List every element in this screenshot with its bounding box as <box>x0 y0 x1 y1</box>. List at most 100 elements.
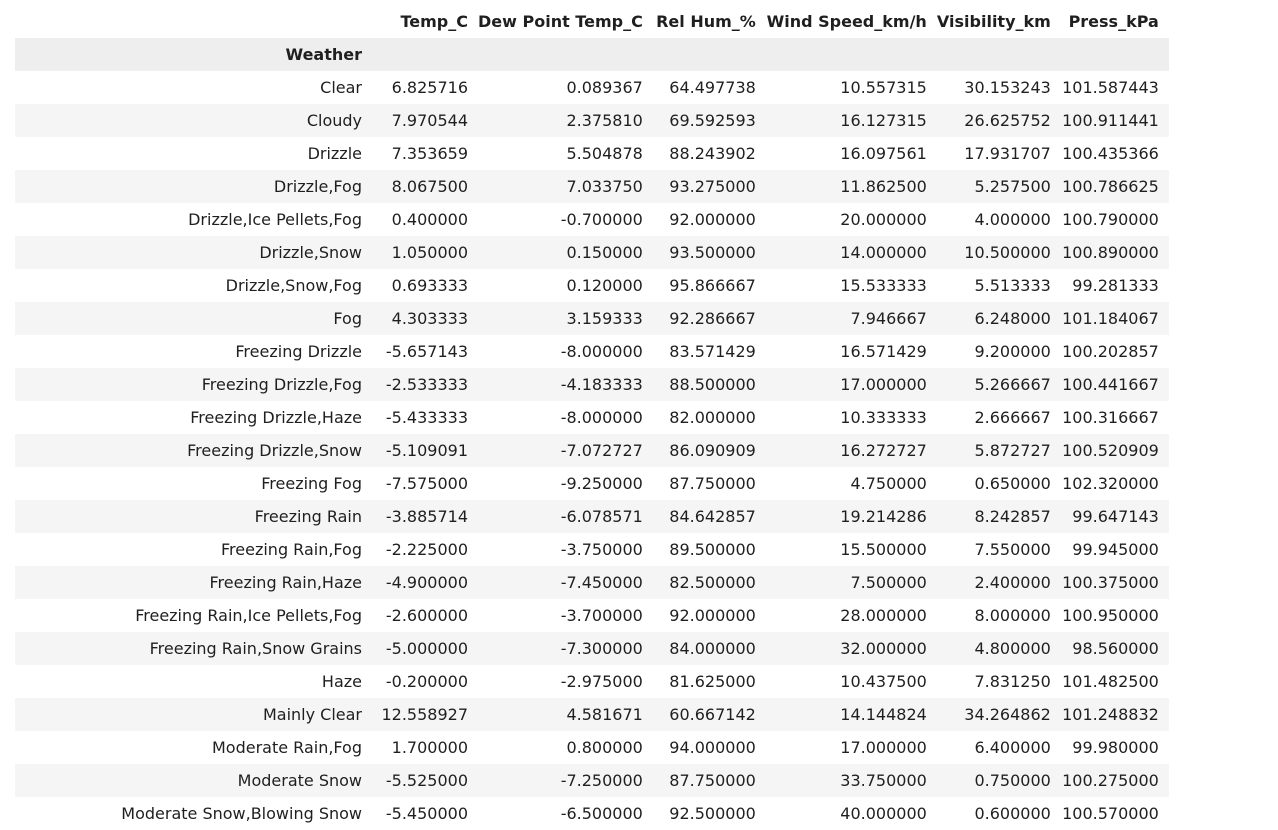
table-cell: 20.000000 <box>765 203 937 236</box>
table-cell: 15.533333 <box>765 269 937 302</box>
table-cell: 100.570000 <box>1060 797 1169 830</box>
table-cell: 84.642857 <box>652 500 766 533</box>
table-cell: -6.078571 <box>478 500 653 533</box>
table-cell: 81.625000 <box>652 665 766 698</box>
table-cell: 5.872727 <box>936 434 1061 467</box>
index-name-filler <box>936 38 1061 71</box>
table-cell: 60.667142 <box>652 698 766 731</box>
table-cell: 88.500000 <box>652 368 766 401</box>
column-header: Rel Hum_% <box>652 5 766 38</box>
table-cell: -2.533333 <box>372 368 478 401</box>
table-cell: 12.558927 <box>372 698 478 731</box>
table-cell: -5.433333 <box>372 401 478 434</box>
table-cell: 6.825716 <box>372 71 478 104</box>
row-index-label: Drizzle,Fog <box>15 170 372 203</box>
table-cell: 4.000000 <box>936 203 1061 236</box>
table-cell: 84.000000 <box>652 632 766 665</box>
table-cell: 4.581671 <box>478 698 653 731</box>
table-row: Freezing Rain,Fog -2.225000 -3.750000 89.50… <box>15 533 1169 566</box>
row-index-label: Mainly Clear <box>15 698 372 731</box>
table-cell: -3.885714 <box>372 500 478 533</box>
table-cell: 0.650000 <box>936 467 1061 500</box>
row-index-label: Freezing Rain,Ice Pellets,Fog <box>15 599 372 632</box>
table-cell: 40.000000 <box>765 797 937 830</box>
column-header: Wind Speed_km/h <box>765 5 937 38</box>
table-cell: 64.497738 <box>652 71 766 104</box>
table-cell: -3.700000 <box>478 599 653 632</box>
table-cell: 99.980000 <box>1060 731 1169 764</box>
row-index-label: Clear <box>15 71 372 104</box>
table-cell: -0.200000 <box>372 665 478 698</box>
table-row: Drizzle,Snow,Fog 0.693333 0.120000 95.86666… <box>15 269 1169 302</box>
table-cell: 14.144824 <box>765 698 937 731</box>
table-row: Freezing Rain,Snow Grains -5.000000 -7.300… <box>15 632 1169 665</box>
table-cell: -2.975000 <box>478 665 653 698</box>
table-cell: 82.000000 <box>652 401 766 434</box>
table-cell: -9.250000 <box>478 467 653 500</box>
table-cell: -5.109091 <box>372 434 478 467</box>
table-cell: 5.504878 <box>478 137 653 170</box>
table-cell: 101.184067 <box>1060 302 1169 335</box>
table-cell: 0.120000 <box>478 269 653 302</box>
table-cell: 100.202857 <box>1060 335 1169 368</box>
table-cell: -7.250000 <box>478 764 653 797</box>
table-cell: 7.033750 <box>478 170 653 203</box>
table-cell: 7.500000 <box>765 566 937 599</box>
table-cell: -7.575000 <box>372 467 478 500</box>
table-cell: -5.525000 <box>372 764 478 797</box>
table-cell: 10.437500 <box>765 665 937 698</box>
row-index-label: Freezing Rain,Haze <box>15 566 372 599</box>
table-cell: 100.316667 <box>1060 401 1169 434</box>
table-cell: 100.950000 <box>1060 599 1169 632</box>
table-cell: 102.320000 <box>1060 467 1169 500</box>
row-index-label: Drizzle <box>15 137 372 170</box>
table-cell: 16.127315 <box>765 104 937 137</box>
table-cell: -5.657143 <box>372 335 478 368</box>
table-row: Freezing Rain,Haze -4.900000 -7.450000 82.5… <box>15 566 1169 599</box>
table-cell: 93.275000 <box>652 170 766 203</box>
table-cell: 100.375000 <box>1060 566 1169 599</box>
table-row: Moderate Rain,Fog 1.700000 0.800000 94.0000… <box>15 731 1169 764</box>
table-cell: 2.666667 <box>936 401 1061 434</box>
row-index-label: Moderate Snow <box>15 764 372 797</box>
table-row: Clear 6.825716 0.089367 64.497738 10.557315 3… <box>15 71 1169 104</box>
row-index-label: Drizzle,Ice Pellets,Fog <box>15 203 372 236</box>
table-row: Cloudy 7.970544 2.375810 69.592593 16.127315… <box>15 104 1169 137</box>
table-cell: 100.890000 <box>1060 236 1169 269</box>
table-cell: 99.281333 <box>1060 269 1169 302</box>
table-cell: 9.200000 <box>936 335 1061 368</box>
table-cell: 0.400000 <box>372 203 478 236</box>
row-index-label: Freezing Fog <box>15 467 372 500</box>
table-cell: 8.000000 <box>936 599 1061 632</box>
table-cell: 2.400000 <box>936 566 1061 599</box>
table-cell: -4.900000 <box>372 566 478 599</box>
table-cell: 16.097561 <box>765 137 937 170</box>
table-cell: 88.243902 <box>652 137 766 170</box>
table-cell: 5.257500 <box>936 170 1061 203</box>
row-index-label: Cloudy <box>15 104 372 137</box>
row-index-label: Fog <box>15 302 372 335</box>
table-cell: -7.300000 <box>478 632 653 665</box>
table-row: Freezing Drizzle,Haze -5.433333 -8.000000 8… <box>15 401 1169 434</box>
table-cell: 100.520909 <box>1060 434 1169 467</box>
table-cell: 100.275000 <box>1060 764 1169 797</box>
table-cell: -7.072727 <box>478 434 653 467</box>
table-row: Freezing Rain,Ice Pellets,Fog -2.600000 -3… <box>15 599 1169 632</box>
row-index-label: Freezing Drizzle,Snow <box>15 434 372 467</box>
table-cell: 0.600000 <box>936 797 1061 830</box>
table-cell: 32.000000 <box>765 632 937 665</box>
index-name-row: Weather <box>15 38 1169 71</box>
table-cell: 89.500000 <box>652 533 766 566</box>
table-cell: 92.000000 <box>652 203 766 236</box>
row-index-label: Freezing Rain <box>15 500 372 533</box>
table-cell: 10.557315 <box>765 71 937 104</box>
table-cell: 99.647143 <box>1060 500 1169 533</box>
index-name-filler <box>478 38 653 71</box>
table-cell: -4.183333 <box>478 368 653 401</box>
table-row: Haze -0.200000 -2.975000 81.625000 10.437500… <box>15 665 1169 698</box>
index-name-filler <box>765 38 937 71</box>
table-cell: 92.286667 <box>652 302 766 335</box>
table-cell: 2.375810 <box>478 104 653 137</box>
table-cell: 8.067500 <box>372 170 478 203</box>
row-index-label: Freezing Rain,Snow Grains <box>15 632 372 665</box>
